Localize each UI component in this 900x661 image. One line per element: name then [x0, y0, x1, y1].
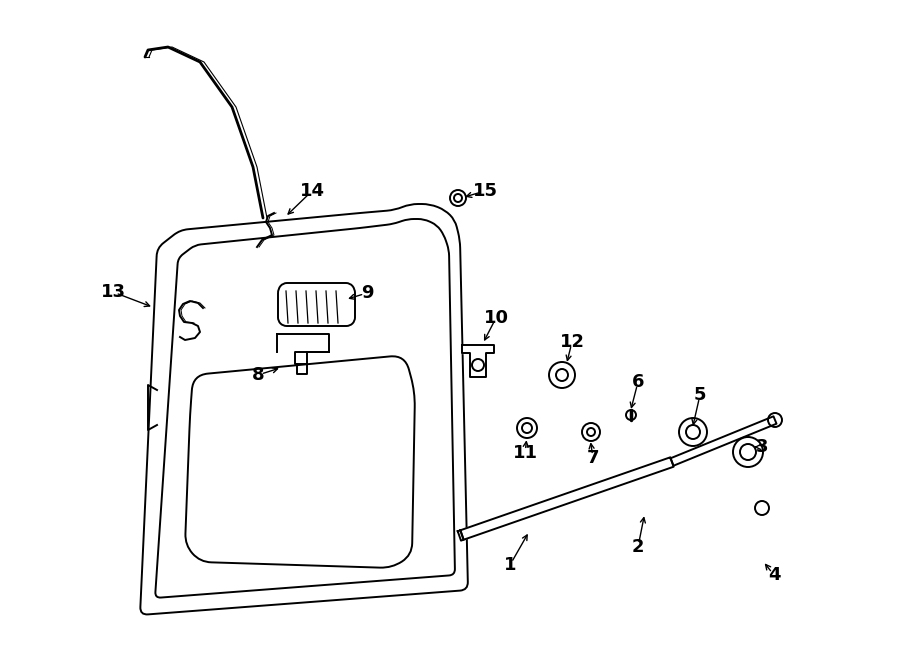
- Text: 4: 4: [768, 566, 780, 584]
- Text: 5: 5: [694, 386, 706, 404]
- Text: 10: 10: [483, 309, 508, 327]
- Text: 9: 9: [361, 284, 374, 302]
- Text: 1: 1: [504, 556, 517, 574]
- Text: 7: 7: [587, 449, 599, 467]
- Polygon shape: [462, 345, 494, 377]
- Polygon shape: [461, 457, 673, 540]
- Text: 14: 14: [300, 182, 325, 200]
- Text: 6: 6: [632, 373, 644, 391]
- Text: 13: 13: [101, 283, 125, 301]
- Text: 11: 11: [512, 444, 537, 462]
- Text: 12: 12: [560, 333, 584, 351]
- Text: 2: 2: [632, 538, 644, 556]
- Polygon shape: [458, 530, 464, 541]
- Text: 8: 8: [252, 366, 265, 384]
- Polygon shape: [670, 416, 777, 466]
- Text: 3: 3: [756, 438, 769, 456]
- Text: 15: 15: [472, 182, 498, 200]
